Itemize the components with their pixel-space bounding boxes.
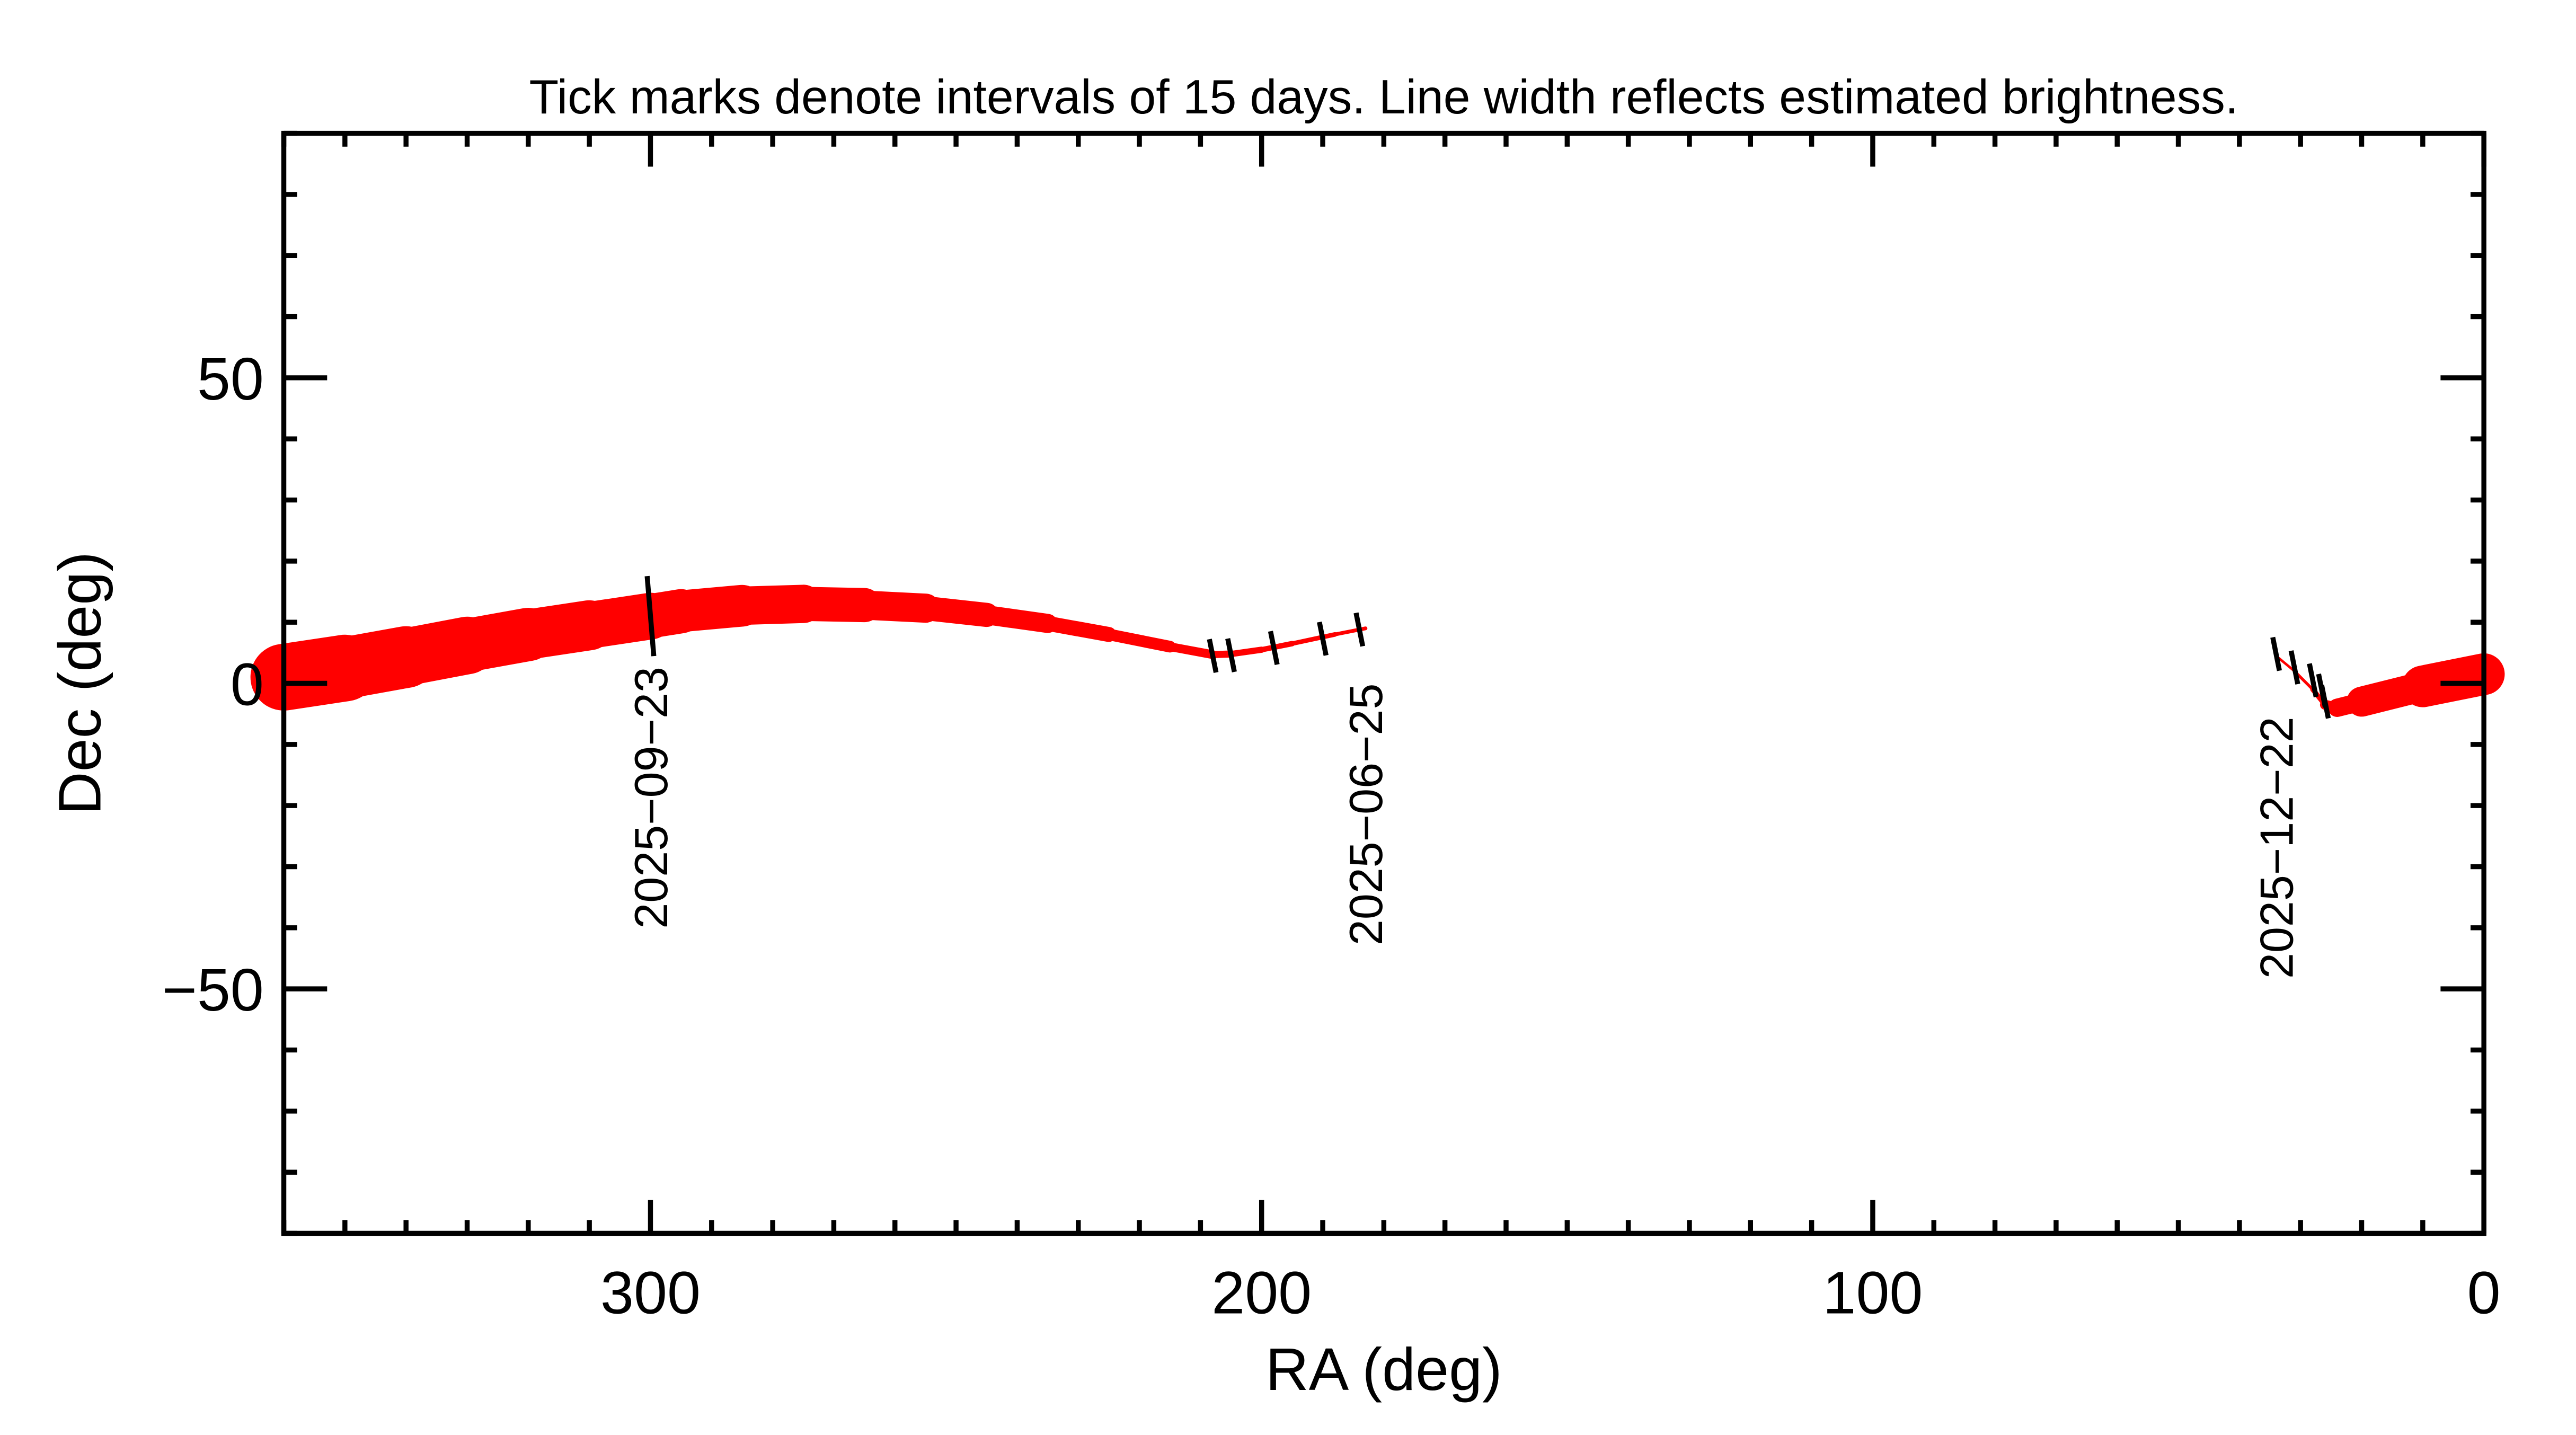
x-axis-label: RA (deg) [1265, 1336, 1502, 1403]
x-tick-label: 100 [1822, 1259, 1923, 1326]
axis-ticks: 300 200 100 0 50 0 −50 [162, 130, 2501, 1326]
track-segment [1103, 628, 1176, 653]
date-tick-mark [1207, 639, 1219, 674]
date-tick-mark [1268, 631, 1280, 666]
date-label: 2025−06−25 [1340, 684, 1392, 946]
track-segment [250, 634, 378, 711]
x-tick-label: 0 [2467, 1259, 2501, 1326]
tracks [250, 584, 2505, 717]
chart-title: Tick marks denote intervals of 15 days. … [529, 70, 2239, 124]
date-tick-mark [644, 575, 657, 657]
date-ticks [644, 575, 2331, 719]
date-tick-mark [1225, 638, 1237, 672]
date-labels: 2025−09−23 2025−06−25 2025−12−22 [625, 667, 2303, 979]
track-segment [1259, 641, 1295, 653]
y-axis-label: Dec (deg) [47, 552, 113, 815]
track-segment [1165, 642, 1217, 659]
track-segment [2347, 671, 2438, 717]
track-segment [1040, 616, 1117, 642]
track-segment [1290, 632, 1338, 646]
date-tick-mark [2319, 684, 2331, 719]
x-tick-label: 200 [1211, 1259, 1312, 1326]
date-label: 2025−09−23 [625, 667, 677, 929]
track-segment [1228, 646, 1265, 658]
date-tick-mark [2270, 636, 2282, 671]
x-tick-label: 300 [600, 1259, 701, 1326]
date-label: 2025−12−22 [2251, 716, 2303, 979]
date-tick-mark [1317, 621, 1329, 656]
y-tick-label: 50 [197, 346, 264, 412]
y-tick-label: −50 [162, 956, 264, 1023]
date-tick-mark [2288, 650, 2300, 685]
y-tick-label: 0 [231, 651, 264, 718]
date-tick-mark [1353, 612, 1366, 647]
date-tick-mark [2307, 663, 2319, 698]
